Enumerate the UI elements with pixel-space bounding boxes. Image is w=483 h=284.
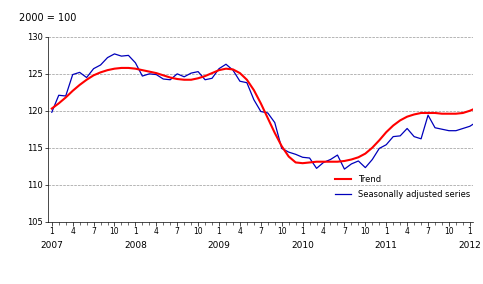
- Text: 2011: 2011: [375, 241, 398, 250]
- Legend: Trend, Seasonally adjusted series: Trend, Seasonally adjusted series: [331, 171, 473, 202]
- Text: 2000 = 100: 2000 = 100: [18, 13, 76, 23]
- Text: 2008: 2008: [124, 241, 147, 250]
- Text: 2010: 2010: [291, 241, 314, 250]
- Text: 2012: 2012: [458, 241, 481, 250]
- Text: 2007: 2007: [41, 241, 63, 250]
- Text: 2009: 2009: [208, 241, 230, 250]
